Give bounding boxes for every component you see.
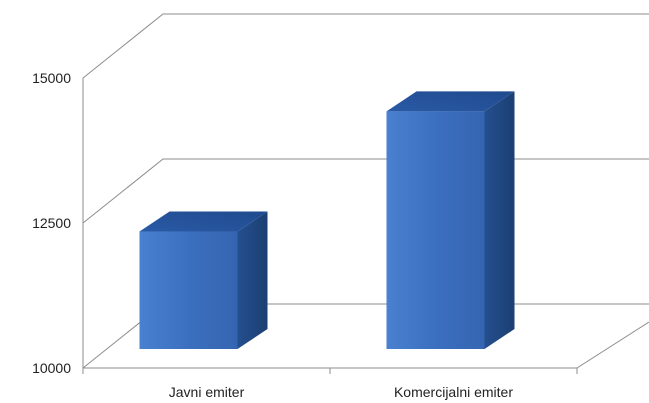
x-category-labels: Javni emiter Komercijalni emiter [169, 384, 514, 400]
bar-front [386, 111, 485, 350]
gridline-2 [82, 13, 649, 79]
bar-2 [386, 91, 515, 350]
bar-top [386, 91, 515, 112]
y-tick-label: 10000 [32, 360, 71, 376]
y-tick-labels: 10000 12500 15000 [32, 70, 71, 376]
x-category-label: Javni emiter [169, 384, 245, 400]
bar-1 [139, 211, 268, 349]
bar-top [139, 211, 268, 232]
floor-right-edge [576, 321, 649, 369]
bars [139, 91, 515, 350]
axes [82, 78, 649, 374]
bar-side [237, 211, 268, 349]
y-tick-label: 15000 [32, 70, 71, 86]
x-category-label: Komercijalni emiter [394, 384, 513, 400]
bar-front [139, 231, 238, 349]
y-tick-label: 12500 [32, 215, 71, 231]
bar-side [484, 91, 515, 350]
